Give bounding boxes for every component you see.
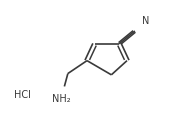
Text: N: N <box>142 16 149 26</box>
Text: HCl: HCl <box>14 90 31 100</box>
Text: NH₂: NH₂ <box>52 94 71 104</box>
